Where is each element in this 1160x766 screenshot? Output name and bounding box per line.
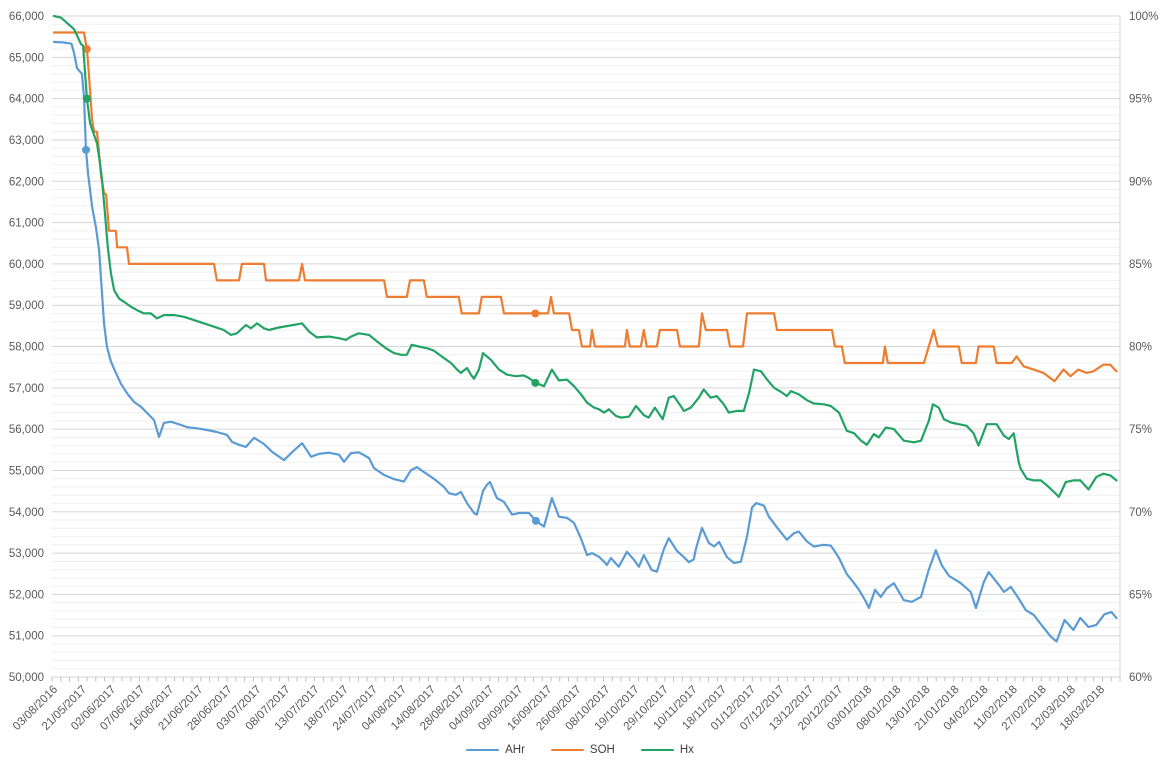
series-marker-hx-1	[531, 378, 540, 387]
left-axis-label: 59,000	[9, 300, 44, 312]
left-axis-label: 58,000	[9, 342, 44, 354]
left-axis-label: 52,000	[9, 589, 44, 601]
right-axis-label: 65%	[1129, 589, 1152, 601]
x-axis-ticks	[51, 677, 1121, 682]
left-axis-label: 53,000	[9, 548, 44, 560]
legend-item-hx[interactable]: Hx	[640, 744, 694, 756]
legend-item-ahr[interactable]: AHr	[466, 744, 525, 756]
left-axis-label: 65,000	[9, 52, 44, 64]
x-axis-labels: 03/08/201621/05/201702/06/201707/06/2017…	[11, 684, 1107, 733]
left-axis-label: 60,000	[9, 259, 44, 271]
left-axis-label: 61,000	[9, 218, 44, 230]
legend-label-soh: SOH	[589, 744, 615, 756]
legend-label-ahr: AHr	[505, 744, 525, 756]
left-axis-label: 54,000	[9, 507, 44, 519]
right-axis-label: 60%	[1129, 672, 1152, 684]
right-axis-label: 100%	[1129, 11, 1158, 23]
right-axis-label: 90%	[1129, 176, 1152, 188]
right-axis-labels: 100% 95% 90% 85% 80% 75% 70% 65% 60%	[1129, 11, 1158, 684]
legend-swatch-soh	[550, 748, 584, 752]
left-axis-label: 63,000	[9, 135, 44, 147]
legend-label-hx: Hx	[679, 744, 694, 756]
legend-swatch-ahr	[466, 748, 500, 752]
legend-swatch-hx	[640, 748, 674, 752]
chart-legend: AHr SOH Hx	[0, 744, 1160, 756]
right-axis-label: 95%	[1129, 94, 1152, 106]
left-axis-label: 56,000	[9, 424, 44, 436]
left-axis-label: 62,000	[9, 176, 44, 188]
right-axis-label: 70%	[1129, 507, 1152, 519]
series-line-hx[interactable]	[52, 14, 1118, 498]
series-line-ahr[interactable]	[52, 40, 1118, 643]
series-marker-ahr-0	[81, 145, 90, 154]
left-axis-labels: 66,000 65,000 64,000 63,000 62,000 61,000 60,0…	[9, 11, 44, 684]
left-axis-label: 50,000	[9, 672, 44, 684]
left-axis-label: 66,000	[9, 11, 44, 23]
series-marker-soh-1	[531, 309, 540, 318]
series-marker-ahr-1	[531, 516, 540, 525]
series-line-soh[interactable]	[52, 31, 1118, 383]
minor-gridlines	[52, 23, 1120, 670]
left-axis-label: 51,000	[9, 631, 44, 643]
left-axis-label: 55,000	[9, 465, 44, 477]
series-marker-hx-0	[82, 94, 91, 103]
right-axis-label: 85%	[1129, 259, 1152, 271]
left-axis-label: 64,000	[9, 94, 44, 106]
legend-item-soh[interactable]: SOH	[550, 744, 615, 756]
right-axis-label: 80%	[1129, 342, 1152, 354]
left-axis-label: 57,000	[9, 383, 44, 395]
right-axis-label: 75%	[1129, 424, 1152, 436]
series-marker-soh-0	[82, 45, 91, 54]
